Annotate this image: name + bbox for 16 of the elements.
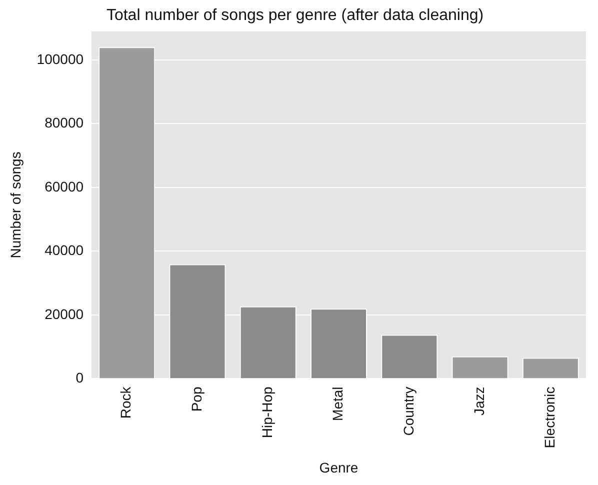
y-axis-title: Number of songs <box>7 152 24 258</box>
x-axis-title: Genre <box>319 459 358 476</box>
x-tick-label: Rock <box>118 386 134 419</box>
y-tick-label: 100000 <box>36 50 84 67</box>
y-tick-label: 80000 <box>44 114 84 131</box>
x-tick-label: Pop <box>188 386 204 412</box>
x-tick-label: Metal <box>330 386 346 421</box>
x-tick-label: Electronic <box>542 386 558 448</box>
y-tick-label: 0 <box>76 370 84 386</box>
y-tick-label: 20000 <box>44 306 84 322</box>
y-tick-label: 60000 <box>44 178 84 194</box>
x-tick-label: Country <box>400 386 416 436</box>
chart-title: Total number of songs per genre (after data cleaning) <box>106 7 484 24</box>
y-tick-label: 40000 <box>44 242 84 258</box>
x-tick-label: Hip-Hop <box>258 386 275 438</box>
x-tick-label: Jazz <box>470 386 487 416</box>
